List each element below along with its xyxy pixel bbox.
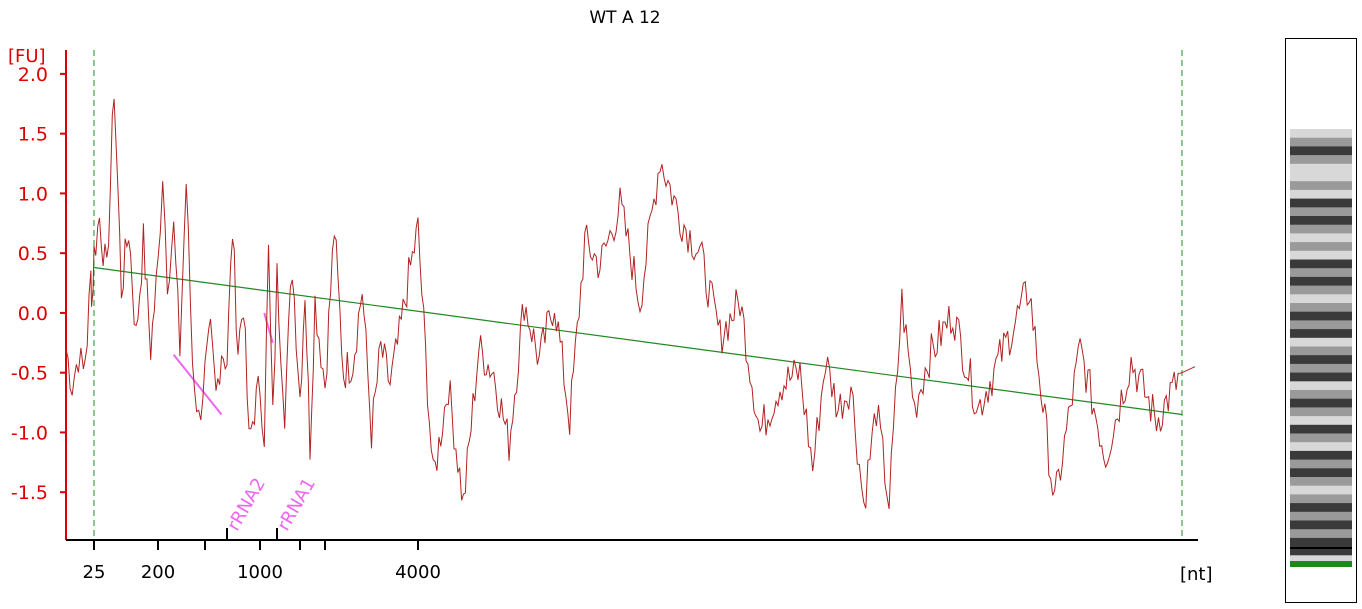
- x-tick-label: 25: [83, 562, 106, 583]
- gel-band: [1290, 172, 1352, 182]
- annotation-label: rRNA2: [223, 475, 270, 535]
- y-tick-label: 1.5: [18, 124, 48, 146]
- annotation-label: rRNA1: [273, 475, 320, 535]
- gel-band: [1290, 537, 1352, 548]
- gel-band: [1290, 250, 1352, 260]
- y-tick-label: 2.0: [18, 64, 48, 86]
- gel-lane: [1290, 129, 1352, 567]
- gel-band: [1290, 424, 1352, 434]
- baseline-line: [93, 266, 1183, 416]
- x-tick-label: 4000: [395, 562, 441, 583]
- gel-band: [1290, 398, 1352, 408]
- gel-band: [1290, 129, 1352, 139]
- x-tick-label: 1000: [237, 562, 283, 583]
- gel-band: [1290, 276, 1352, 287]
- gel-band: [1290, 285, 1352, 295]
- gel-band: [1290, 381, 1352, 391]
- chart-title: WT A 12: [589, 8, 661, 28]
- y-tick-label: 1.0: [18, 183, 48, 205]
- trace-line: [65, 98, 1196, 509]
- y-tick-label: -1.5: [11, 482, 48, 504]
- gel-band: [1290, 520, 1352, 530]
- gel-band: [1290, 485, 1352, 495]
- x-tick-label: 200: [141, 562, 175, 583]
- gel-band: [1290, 346, 1352, 356]
- gel-band: [1290, 181, 1352, 191]
- y-tick-label: -1.0: [11, 422, 48, 444]
- gel-band: [1290, 546, 1352, 556]
- gel-band: [1290, 355, 1352, 365]
- gel-band: [1290, 303, 1352, 313]
- ticks-group: 2.0 1.5 1.0 0.5 0.0 -0.5 -1.0 -1.5 25 200 1000 4000: [11, 64, 441, 583]
- y-axis-label: [FU]: [8, 46, 46, 67]
- y-tick-label: -0.5: [11, 363, 48, 385]
- gel-band: [1290, 311, 1352, 321]
- annotations-group: rRNA2 rRNA1: [172, 312, 320, 540]
- x-axis-label: [nt]: [1180, 564, 1213, 585]
- gel-band: [1290, 363, 1352, 374]
- gel-band: [1290, 198, 1352, 208]
- gel-band: [1290, 494, 1352, 504]
- gel-band: [1290, 468, 1352, 478]
- gel-band: [1290, 511, 1352, 521]
- gel-band: [1290, 259, 1352, 269]
- gel-band: [1290, 337, 1352, 347]
- gel-marker-black: [1290, 547, 1352, 549]
- plot-group: [65, 98, 1196, 509]
- gel-band: [1290, 207, 1352, 217]
- gel-band: [1290, 450, 1352, 461]
- gel-band: [1290, 320, 1352, 330]
- gel-band: [1290, 224, 1352, 234]
- gel-band: [1290, 372, 1352, 382]
- y-tick-label: 0.5: [18, 243, 48, 265]
- gel-band: [1290, 503, 1352, 513]
- gel-band: [1290, 146, 1352, 156]
- gel-marker-green: [1290, 561, 1352, 567]
- gel-lane-frame: [1285, 38, 1357, 603]
- gel-band: [1290, 390, 1352, 400]
- gel-band: [1290, 242, 1352, 252]
- gel-band: [1290, 137, 1352, 147]
- peak-connector: [263, 312, 274, 344]
- gel-band: [1290, 294, 1352, 304]
- gel-band: [1290, 477, 1352, 487]
- gel-band: [1290, 433, 1352, 443]
- gel-band: [1290, 216, 1352, 226]
- markers-group: [93, 50, 1183, 540]
- gel-band: [1290, 442, 1352, 452]
- gel-band: [1290, 233, 1352, 243]
- gel-band: [1290, 163, 1352, 173]
- gel-band: [1290, 416, 1352, 426]
- gel-band: [1290, 155, 1352, 165]
- gel-band: [1290, 555, 1352, 565]
- gel-band: [1290, 459, 1352, 469]
- peak-connector: [172, 354, 223, 416]
- gel-band: [1290, 329, 1352, 339]
- gel-band: [1290, 407, 1352, 417]
- gel-band: [1290, 189, 1352, 200]
- axes-group: [FU] [nt]: [8, 46, 1213, 585]
- gel-band: [1290, 268, 1352, 278]
- gel-band: [1290, 529, 1352, 539]
- y-tick-label: 0.0: [18, 303, 48, 325]
